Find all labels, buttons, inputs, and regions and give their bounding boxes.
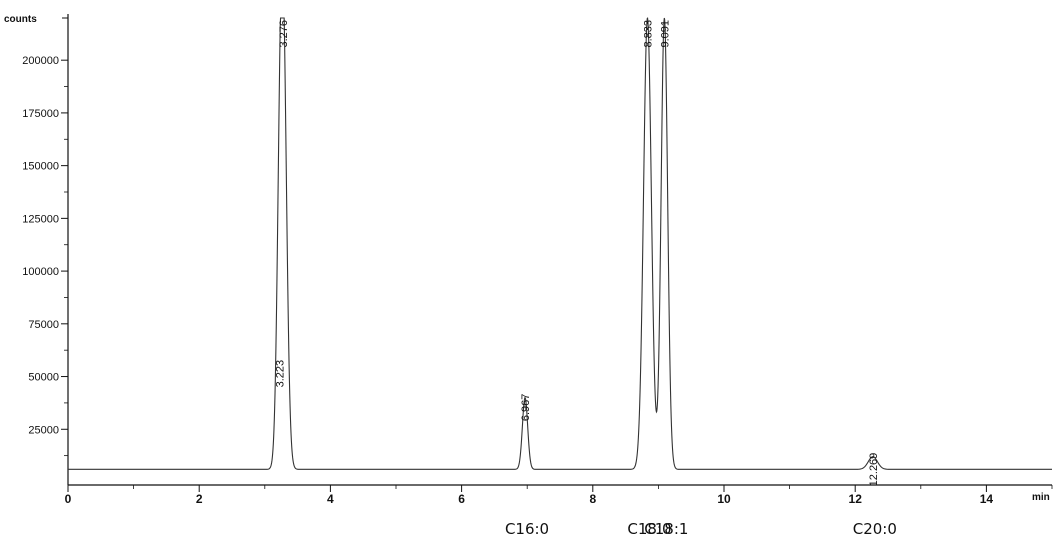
y-tick-label: 200000 xyxy=(22,55,59,67)
y-tick-label: 125000 xyxy=(22,213,59,225)
peak-label: 3.223 xyxy=(274,360,286,388)
x-tick-label: 0 xyxy=(65,492,72,506)
chromatogram-trace xyxy=(68,17,1052,470)
y-tick-label: 25000 xyxy=(28,424,59,436)
y-tick-label: 100000 xyxy=(22,266,59,278)
x-tick-label: 4 xyxy=(327,492,334,506)
x-tick-label: 14 xyxy=(980,492,994,506)
component-label: C16:0 xyxy=(505,520,549,538)
y-tick-label: 150000 xyxy=(22,161,59,173)
component-label: C18:1 xyxy=(644,520,688,538)
y-tick-label: 50000 xyxy=(28,372,59,384)
peak-label: 3.276 xyxy=(278,20,290,48)
component-label: C18:0 xyxy=(627,520,671,538)
peak-label: 9.091 xyxy=(659,20,671,48)
y-tick-label: 75000 xyxy=(28,319,59,331)
axes xyxy=(62,14,1052,486)
x-tick-label: 10 xyxy=(717,492,731,506)
y-ticks: 25000 50000 75000 100000 125000 150000 175000 2… xyxy=(22,55,68,457)
y-tick-label: 175000 xyxy=(22,108,59,120)
x-tick-label: 6 xyxy=(458,492,465,506)
component-label: C20:0 xyxy=(853,520,897,538)
peak-labels: 3.223 3.276 6.967 8.833 9.091 12.269 xyxy=(274,20,879,486)
peak-label: 12.269 xyxy=(868,453,880,487)
x-tick-label: 8 xyxy=(589,492,596,506)
y-axis-label: counts xyxy=(4,14,37,25)
x-tick-label: 2 xyxy=(196,492,203,506)
peak-label: 6.967 xyxy=(520,394,532,422)
peak-label: 8.833 xyxy=(642,20,654,48)
x-axis-label: min xyxy=(1032,492,1050,503)
x-ticks: 0 2 4 6 8 10 12 14 xyxy=(65,485,1053,506)
x-tick-label: 12 xyxy=(849,492,863,506)
